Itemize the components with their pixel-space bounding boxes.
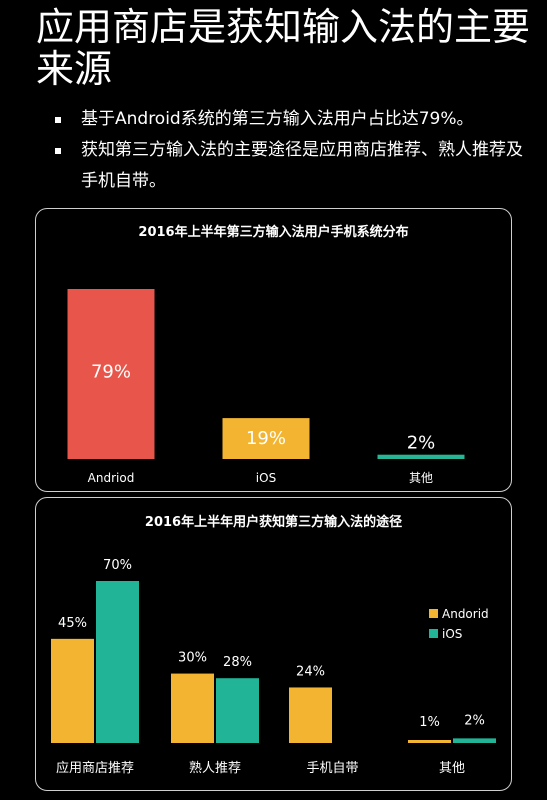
data-label: 24%: [296, 664, 325, 679]
data-label: 79%: [91, 361, 131, 382]
x-tick-label: 其他: [439, 761, 465, 776]
chart-title: 2016年上半年用户获知第三方输入法的途径: [144, 515, 403, 530]
bar: [289, 687, 332, 743]
bar: [171, 673, 214, 743]
bullet-item: 基于Android系统的第三方输入法用户占比达79%。: [55, 104, 535, 135]
data-label: 45%: [58, 616, 87, 631]
bullet-list: 基于Android系统的第三方输入法用户占比达79%。 获知第三方输入法的主要途…: [55, 104, 535, 197]
os-distribution-chart-panel: 2016年上半年第三方输入法用户手机系统分布 79% Andriod 19% iOS 2…: [35, 208, 512, 492]
bar: [216, 678, 259, 743]
data-label: 2%: [464, 713, 485, 728]
data-label: 19%: [246, 428, 286, 449]
discovery-channel-chart-panel: 2016年上半年用户获知第三方输入法的途径 45% 70% 应用商店推荐 30% 28%…: [35, 497, 512, 791]
bar: [408, 740, 451, 743]
legend-label: Andorid: [442, 607, 489, 621]
bullet-item: 获知第三方输入法的主要途径是应用商店推荐、熟人推荐及手机自带。: [55, 135, 535, 197]
discovery-channel-chart: 45% 70% 应用商店推荐 30% 28% 熟人推荐 24% 手机自带 1% 2% 其他 Andor…: [51, 558, 496, 776]
x-tick-label: 其他: [409, 471, 433, 485]
bar: [67, 289, 155, 459]
legend-swatch: [429, 629, 438, 638]
page-title: 应用商店是获知输入法的主要来源: [36, 5, 531, 91]
data-label: 2%: [407, 433, 436, 454]
bar: [222, 418, 310, 459]
x-tick-label: Andriod: [88, 471, 135, 485]
legend-swatch: [429, 609, 438, 618]
data-label: 30%: [178, 651, 207, 666]
data-label: 28%: [223, 655, 252, 670]
data-label: 1%: [419, 715, 440, 730]
data-label: 70%: [103, 558, 132, 573]
legend-label: iOS: [442, 627, 462, 641]
chart-title: 2016年上半年第三方输入法用户手机系统分布: [138, 225, 409, 240]
os-distribution-chart: 79% Andriod 19% iOS 2% 其他: [67, 289, 465, 485]
bar: [51, 638, 94, 743]
bar: [96, 581, 139, 743]
bar: [377, 454, 465, 459]
x-tick-label: 应用商店推荐: [56, 760, 134, 776]
x-tick-label: 手机自带: [306, 761, 358, 776]
x-tick-label: 熟人推荐: [189, 760, 241, 776]
x-tick-label: iOS: [256, 471, 276, 485]
bar: [453, 738, 496, 743]
